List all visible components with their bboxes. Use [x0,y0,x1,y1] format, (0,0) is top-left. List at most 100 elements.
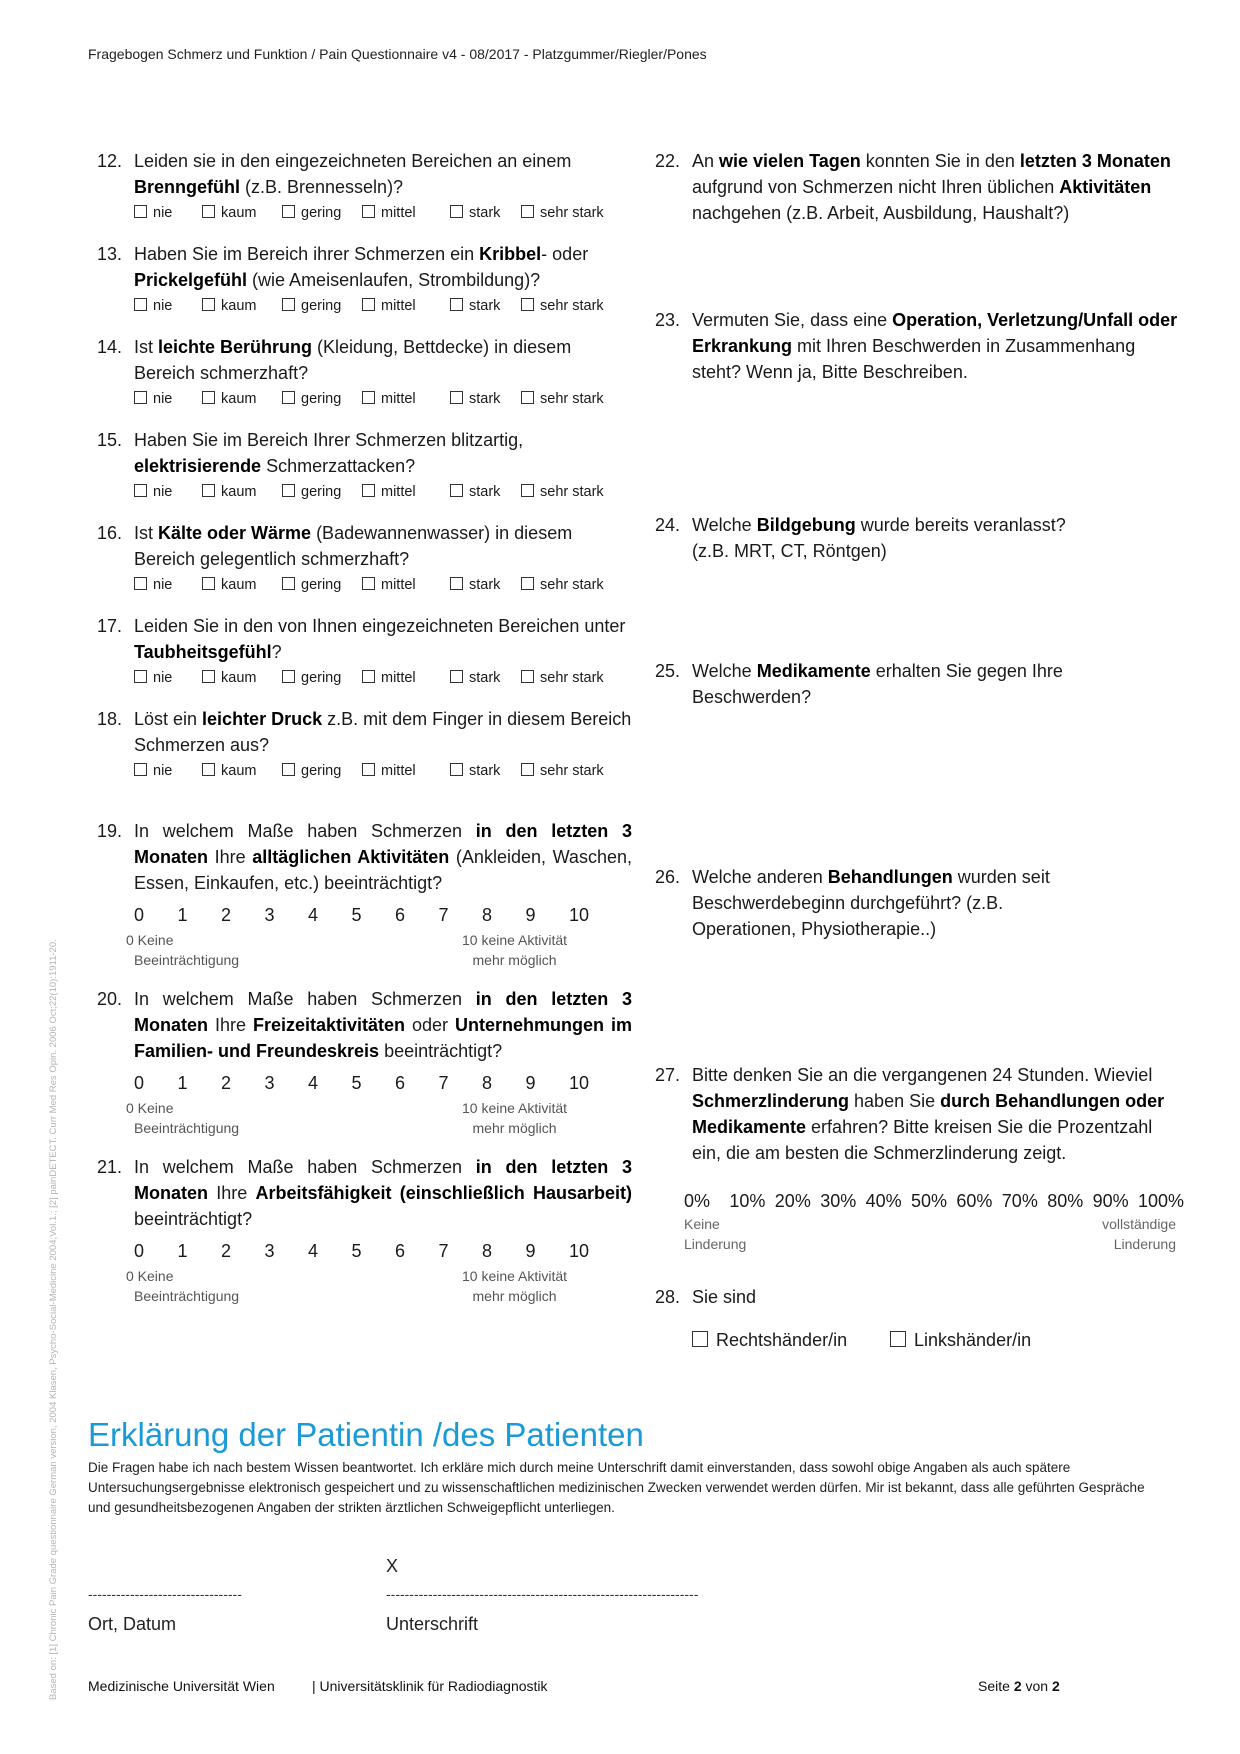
checkbox[interactable] [450,670,463,683]
right-handed-option[interactable]: Rechtshänder/in [692,1330,847,1351]
option-gering[interactable]: gering [282,479,341,505]
scale-value-10[interactable]: 10 [569,905,590,925]
option-mittel[interactable]: mittel [362,665,416,691]
percent-value-80[interactable]: 80% [1047,1191,1084,1211]
option-stark[interactable]: stark [450,200,500,226]
checkbox[interactable] [282,391,295,404]
checkbox[interactable] [134,298,147,311]
option-sehr-stark[interactable]: sehr stark [521,200,604,226]
option-nie[interactable]: nie [134,572,172,598]
left-handed-option[interactable]: Linkshänder/in [890,1330,1031,1351]
scale-value-6[interactable]: 6 [395,1073,406,1093]
option-sehr-stark[interactable]: sehr stark [521,572,604,598]
checkbox[interactable] [202,670,215,683]
checkbox[interactable] [362,484,375,497]
option-nie[interactable]: nie [134,293,172,319]
checkbox[interactable] [521,298,534,311]
option-kaum[interactable]: kaum [202,479,256,505]
option-kaum[interactable]: kaum [202,758,256,784]
option-mittel[interactable]: mittel [362,200,416,226]
scale-value-7[interactable]: 7 [438,1241,449,1261]
scale-value-0[interactable]: 0 [134,905,145,925]
checkbox[interactable] [890,1331,906,1347]
checkbox[interactable] [450,298,463,311]
option-sehr-stark[interactable]: sehr stark [521,386,604,412]
option-kaum[interactable]: kaum [202,293,256,319]
scale-value-10[interactable]: 10 [569,1073,590,1093]
scale-value-5[interactable]: 5 [351,905,362,925]
scale-value-7[interactable]: 7 [438,1073,449,1093]
checkbox[interactable] [521,205,534,218]
checkbox[interactable] [202,298,215,311]
scale-value-4[interactable]: 4 [308,905,319,925]
scale-value-3[interactable]: 3 [264,905,275,925]
checkbox[interactable] [202,577,215,590]
option-sehr-stark[interactable]: sehr stark [521,479,604,505]
checkbox[interactable] [134,763,147,776]
scale-value-7[interactable]: 7 [438,905,449,925]
scale-value-2[interactable]: 2 [221,1073,232,1093]
percent-value-40[interactable]: 40% [865,1191,902,1211]
scale-value-9[interactable]: 9 [525,1073,536,1093]
scale-value-0[interactable]: 0 [134,1241,145,1261]
checkbox[interactable] [521,670,534,683]
option-gering[interactable]: gering [282,572,341,598]
option-sehr-stark[interactable]: sehr stark [521,665,604,691]
checkbox[interactable] [450,391,463,404]
checkbox[interactable] [202,763,215,776]
option-gering[interactable]: gering [282,665,341,691]
scale-value-8[interactable]: 8 [482,1073,493,1093]
scale-value-1[interactable]: 1 [177,1241,188,1261]
option-stark[interactable]: stark [450,293,500,319]
scale-value-10[interactable]: 10 [569,1241,590,1261]
checkbox[interactable] [282,763,295,776]
scale-value-0[interactable]: 0 [134,1073,145,1093]
checkbox[interactable] [282,484,295,497]
scale-value-9[interactable]: 9 [525,1241,536,1261]
scale-value-6[interactable]: 6 [395,905,406,925]
checkbox[interactable] [202,484,215,497]
checkbox[interactable] [134,577,147,590]
option-nie[interactable]: nie [134,386,172,412]
percent-value-20[interactable]: 20% [774,1191,811,1211]
checkbox[interactable] [521,577,534,590]
checkbox[interactable] [362,670,375,683]
option-kaum[interactable]: kaum [202,572,256,598]
scale-value-1[interactable]: 1 [177,905,188,925]
option-sehr-stark[interactable]: sehr stark [521,293,604,319]
option-gering[interactable]: gering [282,293,341,319]
scale-value-4[interactable]: 4 [308,1073,319,1093]
scale-value-3[interactable]: 3 [264,1241,275,1261]
option-nie[interactable]: nie [134,479,172,505]
option-stark[interactable]: stark [450,479,500,505]
checkbox[interactable] [521,391,534,404]
percent-value-70[interactable]: 70% [1001,1191,1038,1211]
checkbox[interactable] [362,391,375,404]
option-stark[interactable]: stark [450,386,500,412]
scale-value-2[interactable]: 2 [221,905,232,925]
scale-value-9[interactable]: 9 [525,905,536,925]
scale-value-8[interactable]: 8 [482,1241,493,1261]
checkbox[interactable] [282,298,295,311]
percent-value-50[interactable]: 50% [911,1191,948,1211]
option-mittel[interactable]: mittel [362,572,416,598]
option-mittel[interactable]: mittel [362,386,416,412]
place-date-line[interactable]: --------------------------------- [88,1586,242,1602]
option-mittel[interactable]: mittel [362,479,416,505]
checkbox[interactable] [521,763,534,776]
checkbox[interactable] [282,577,295,590]
checkbox[interactable] [362,298,375,311]
scale-value-8[interactable]: 8 [482,905,493,925]
option-stark[interactable]: stark [450,572,500,598]
checkbox[interactable] [282,205,295,218]
checkbox[interactable] [450,763,463,776]
scale-value-4[interactable]: 4 [308,1241,319,1261]
checkbox[interactable] [692,1331,708,1347]
option-gering[interactable]: gering [282,386,341,412]
percent-value-10[interactable]: 10% [729,1191,766,1211]
scale-value-2[interactable]: 2 [221,1241,232,1261]
percent-value-60[interactable]: 60% [956,1191,993,1211]
option-gering[interactable]: gering [282,758,341,784]
checkbox[interactable] [282,670,295,683]
checkbox[interactable] [202,391,215,404]
